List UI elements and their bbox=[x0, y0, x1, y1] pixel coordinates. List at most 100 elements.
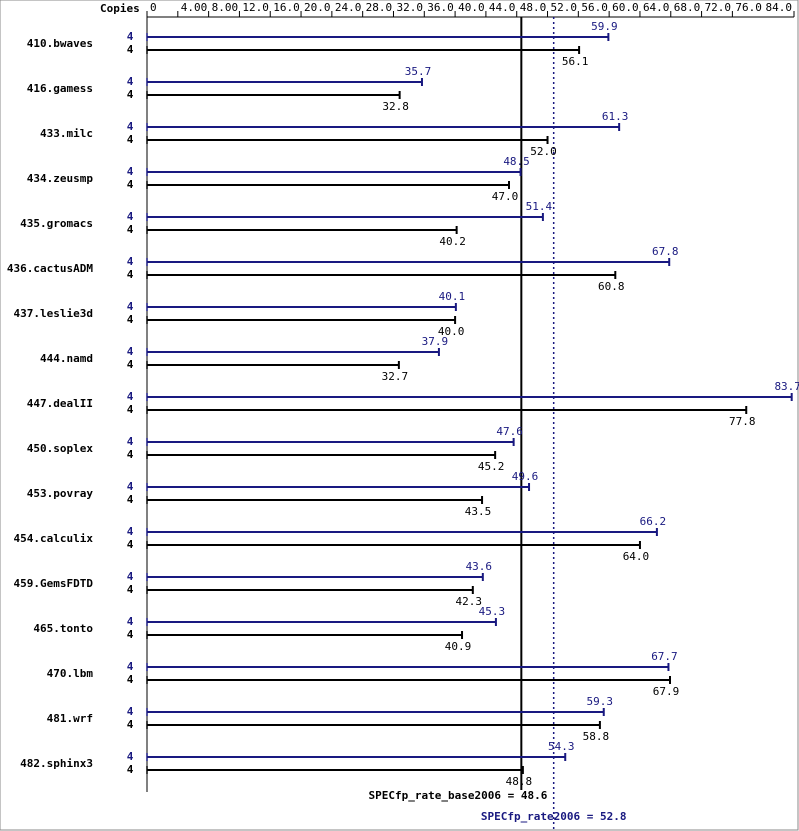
value-label: 48.8 bbox=[506, 775, 533, 788]
value-label: 67.8 bbox=[652, 245, 679, 258]
copies-label: 4 bbox=[127, 313, 134, 326]
copies-label: 4 bbox=[127, 538, 134, 551]
x-tick-label: 68.0 bbox=[674, 1, 701, 14]
value-label: 42.3 bbox=[456, 595, 483, 608]
copies-label: 4 bbox=[127, 210, 134, 223]
value-label: 54.3 bbox=[548, 740, 575, 753]
x-tick-label: 52.0 bbox=[551, 1, 578, 14]
benchmark-label: 434.zeusmp bbox=[27, 172, 94, 185]
x-tick-label: 0 bbox=[150, 1, 157, 14]
x-tick-label: 84.0 bbox=[766, 1, 793, 14]
copies-label: 4 bbox=[127, 345, 134, 358]
copies-label: 4 bbox=[127, 435, 134, 448]
benchmark-label: 416.gamess bbox=[27, 82, 93, 95]
x-tick-label: 36.0 bbox=[427, 1, 454, 14]
x-tick-label: 60.0 bbox=[612, 1, 639, 14]
x-tick-label: 24.0 bbox=[335, 1, 362, 14]
x-tick-label: 32.0 bbox=[396, 1, 423, 14]
copies-label: 4 bbox=[127, 570, 134, 583]
value-label: 32.8 bbox=[382, 100, 409, 113]
copies-label: 4 bbox=[127, 763, 134, 776]
copies-label: 4 bbox=[127, 583, 134, 596]
value-label: 47.6 bbox=[496, 425, 523, 438]
benchmark-label: 454.calculix bbox=[14, 532, 94, 545]
value-label: 45.3 bbox=[479, 605, 506, 618]
copies-label: 4 bbox=[127, 673, 134, 686]
benchmark-label: 437.leslie3d bbox=[14, 307, 93, 320]
x-tick-label: 76.0 bbox=[735, 1, 762, 14]
value-label: 40.0 bbox=[438, 325, 465, 338]
value-label: 43.5 bbox=[465, 505, 492, 518]
copies-label: 4 bbox=[127, 75, 134, 88]
benchmark-label: 465.tonto bbox=[33, 622, 93, 635]
value-label: 40.9 bbox=[445, 640, 472, 653]
value-label: 59.3 bbox=[587, 695, 614, 708]
value-label: 40.1 bbox=[439, 290, 466, 303]
copies-label: 4 bbox=[127, 88, 134, 101]
benchmark-label: 450.soplex bbox=[27, 442, 94, 455]
copies-label: 4 bbox=[127, 165, 134, 178]
benchmark-label: 433.milc bbox=[40, 127, 93, 140]
x-tick-label: 16.0 bbox=[273, 1, 300, 14]
x-tick-label: 56.0 bbox=[581, 1, 608, 14]
value-label: 58.8 bbox=[583, 730, 610, 743]
copies-label: 4 bbox=[127, 390, 134, 403]
copies-label: 4 bbox=[127, 705, 134, 718]
value-label: 77.8 bbox=[729, 415, 756, 428]
value-label: 83.7 bbox=[774, 380, 799, 393]
value-label: 43.6 bbox=[466, 560, 493, 573]
x-tick-label: 28.0 bbox=[366, 1, 393, 14]
copies-label: 4 bbox=[127, 480, 134, 493]
copies-label: 4 bbox=[127, 448, 134, 461]
x-tick-label: 40.0 bbox=[458, 1, 485, 14]
x-tick-label: 44.0 bbox=[489, 1, 516, 14]
copies-label: 4 bbox=[127, 615, 134, 628]
value-label: 45.2 bbox=[478, 460, 505, 473]
x-tick-label: 20.0 bbox=[304, 1, 331, 14]
value-label: 59.9 bbox=[591, 20, 618, 33]
benchmark-label: 436.cactusADM bbox=[7, 262, 93, 275]
reference-label: SPECfp_rate_base2006 = 48.6 bbox=[369, 789, 548, 802]
value-label: 61.3 bbox=[602, 110, 629, 123]
copies-label: 4 bbox=[127, 358, 134, 371]
benchmark-label: 459.GemsFDTD bbox=[14, 577, 94, 590]
reference-label: SPECfp_rate2006 = 52.8 bbox=[481, 810, 627, 823]
x-tick-label: 8.00 bbox=[212, 1, 239, 14]
benchmark-label: 453.povray bbox=[27, 487, 94, 500]
benchmark-label: 444.namd bbox=[40, 352, 93, 365]
x-tick-label: 48.0 bbox=[520, 1, 547, 14]
benchmark-label: 481.wrf bbox=[47, 712, 93, 725]
copies-label: 4 bbox=[127, 268, 134, 281]
copies-label: 4 bbox=[127, 30, 134, 43]
value-label: 52.0 bbox=[530, 145, 557, 158]
copies-label: 4 bbox=[127, 493, 134, 506]
value-label: 56.1 bbox=[562, 55, 589, 68]
value-label: 37.9 bbox=[422, 335, 449, 348]
benchmark-label: 482.sphinx3 bbox=[20, 757, 93, 770]
value-label: 32.7 bbox=[382, 370, 409, 383]
value-label: 64.0 bbox=[623, 550, 650, 563]
value-label: 51.4 bbox=[526, 200, 553, 213]
x-tick-label: 64.0 bbox=[643, 1, 670, 14]
x-tick-label: 12.0 bbox=[242, 1, 269, 14]
copies-label: 4 bbox=[127, 223, 134, 236]
value-label: 40.2 bbox=[439, 235, 466, 248]
benchmark-label: 410.bwaves bbox=[27, 37, 93, 50]
value-label: 60.8 bbox=[598, 280, 625, 293]
copies-label: 4 bbox=[127, 178, 134, 191]
copies-label: 4 bbox=[127, 750, 134, 763]
copies-label: 4 bbox=[127, 300, 134, 313]
value-label: 67.9 bbox=[653, 685, 680, 698]
copies-label: 4 bbox=[127, 43, 134, 56]
benchmark-label: 435.gromacs bbox=[20, 217, 93, 230]
copies-header: Copies bbox=[100, 2, 140, 15]
benchmark-label: 447.dealII bbox=[27, 397, 93, 410]
copies-label: 4 bbox=[127, 628, 134, 641]
copies-label: 4 bbox=[127, 525, 134, 538]
value-label: 48.5 bbox=[503, 155, 530, 168]
copies-label: 4 bbox=[127, 718, 134, 731]
benchmark-label: 470.lbm bbox=[47, 667, 94, 680]
